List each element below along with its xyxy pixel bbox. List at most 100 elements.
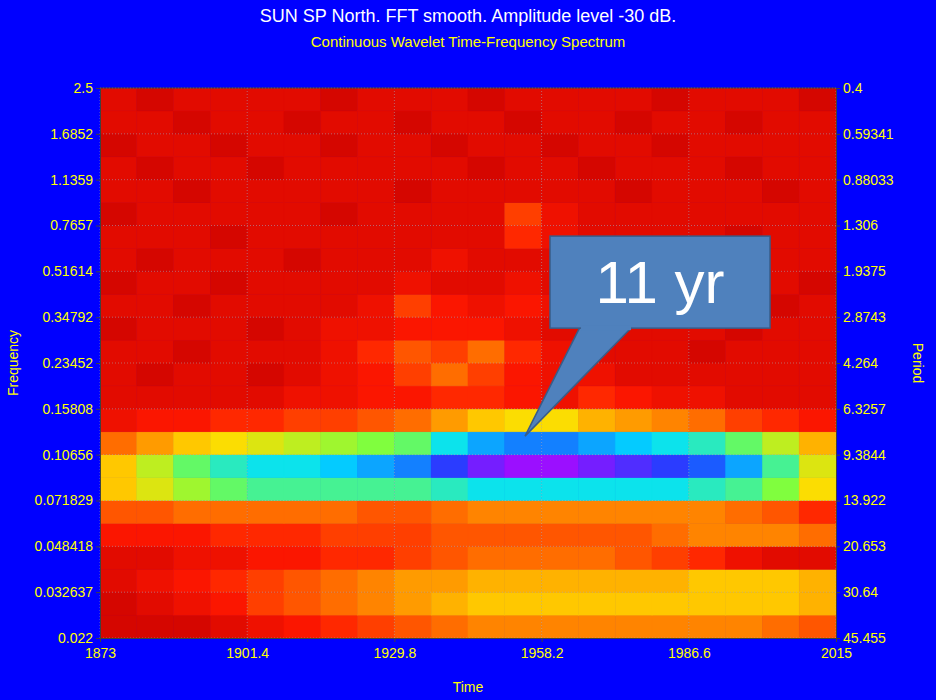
heatmap-cell — [799, 409, 836, 432]
tick-label: 6.3257 — [843, 401, 886, 417]
heatmap-cell — [394, 569, 431, 592]
heatmap-cell — [615, 180, 652, 203]
heatmap-cell — [210, 501, 247, 524]
tick-label: 1.1359 — [50, 172, 93, 188]
y2-axis-title: Period — [910, 343, 926, 383]
tick: 20.653 — [836, 538, 886, 554]
heatmap-cell — [247, 501, 284, 524]
heatmap-cell — [210, 340, 247, 363]
chart-subtitle: Continuous Wavelet Time-Frequency Spectr… — [311, 33, 626, 50]
heatmap-cell — [762, 592, 799, 615]
heatmap-cell — [394, 386, 431, 409]
heatmap-cell — [137, 592, 174, 615]
heatmap-cell — [321, 340, 358, 363]
tick-label: 9.3844 — [843, 447, 886, 463]
heatmap-cell — [247, 455, 284, 478]
heatmap-cell — [578, 523, 615, 546]
heatmap-cell — [210, 615, 247, 638]
heatmap-cell — [137, 226, 174, 249]
heatmap-cell — [137, 409, 174, 432]
heatmap-cell — [210, 592, 247, 615]
tick-label: 13.922 — [843, 492, 886, 508]
heatmap-cell — [689, 363, 726, 386]
heatmap-cell — [210, 432, 247, 455]
heatmap-cell — [394, 180, 431, 203]
heatmap-cell — [210, 294, 247, 317]
heatmap-cell — [762, 340, 799, 363]
heatmap-cell — [321, 180, 358, 203]
heatmap-cell — [799, 340, 836, 363]
heatmap-cell — [358, 157, 395, 180]
heatmap-cell — [394, 523, 431, 546]
heatmap-cell — [247, 111, 284, 134]
heatmap-cell — [210, 317, 247, 340]
tick-mark — [836, 501, 840, 502]
callout-seam — [581, 325, 631, 330]
tick: 0.51614 — [42, 263, 100, 279]
heatmap-cell — [799, 88, 836, 111]
tick-label: 0.022 — [58, 630, 93, 646]
heatmap-cell — [431, 386, 468, 409]
heatmap-cell — [505, 340, 542, 363]
tick: 0.10656 — [42, 447, 100, 463]
heatmap-cell — [358, 88, 395, 111]
heatmap-cell — [689, 546, 726, 569]
heatmap-cell — [615, 432, 652, 455]
heatmap-cell — [468, 203, 505, 226]
heatmap-cell — [284, 569, 321, 592]
heatmap-cell — [394, 592, 431, 615]
heatmap-cell — [284, 546, 321, 569]
grid-line-y — [100, 88, 836, 89]
heatmap-cell — [505, 363, 542, 386]
heatmap-cell — [762, 478, 799, 501]
tick-mark — [96, 271, 100, 272]
heatmap-cell — [100, 180, 137, 203]
heatmap-cell — [174, 409, 211, 432]
heatmap-cell — [137, 88, 174, 111]
heatmap-cell — [284, 134, 321, 157]
heatmap-cell — [505, 317, 542, 340]
heatmap-cell — [210, 111, 247, 134]
heatmap-cell — [615, 88, 652, 111]
heatmap-cell — [505, 615, 542, 638]
heatmap-cell — [394, 157, 431, 180]
heatmap-cell — [542, 592, 579, 615]
tick: 1958.2 — [521, 638, 564, 661]
heatmap-cell — [247, 317, 284, 340]
heatmap-cell — [358, 615, 395, 638]
heatmap-cell — [394, 203, 431, 226]
tick-label: 1929.8 — [373, 645, 416, 661]
heatmap-cell — [210, 226, 247, 249]
heatmap-cell — [542, 203, 579, 226]
heatmap-cell — [652, 88, 689, 111]
heatmap-cell — [431, 157, 468, 180]
tick-mark — [96, 501, 100, 502]
heatmap-cell — [137, 294, 174, 317]
tick-label: 0.88033 — [843, 172, 894, 188]
heatmap-cell — [394, 478, 431, 501]
heatmap-cell — [210, 523, 247, 546]
heatmap-cell — [321, 386, 358, 409]
heatmap-cell — [394, 134, 431, 157]
tick-mark — [96, 409, 100, 410]
tick: 0.048418 — [35, 538, 100, 554]
tick: 1.1359 — [50, 172, 100, 188]
heatmap-cell — [174, 615, 211, 638]
heatmap-cell — [321, 134, 358, 157]
heatmap-cell — [468, 271, 505, 294]
heatmap-cell — [284, 478, 321, 501]
heatmap-cell — [652, 592, 689, 615]
grid-line-y — [100, 408, 836, 409]
heatmap-cell — [431, 523, 468, 546]
heatmap-cell — [689, 592, 726, 615]
tick-mark — [836, 271, 840, 272]
heatmap-cell — [689, 478, 726, 501]
heatmap-cell — [468, 592, 505, 615]
heatmap-cell — [762, 180, 799, 203]
heatmap-cell — [137, 271, 174, 294]
tick: 0.23452 — [42, 355, 100, 371]
heatmap-cell — [100, 294, 137, 317]
heatmap-cell — [726, 88, 763, 111]
tick: 0.88033 — [836, 172, 894, 188]
heatmap-cell — [174, 546, 211, 569]
